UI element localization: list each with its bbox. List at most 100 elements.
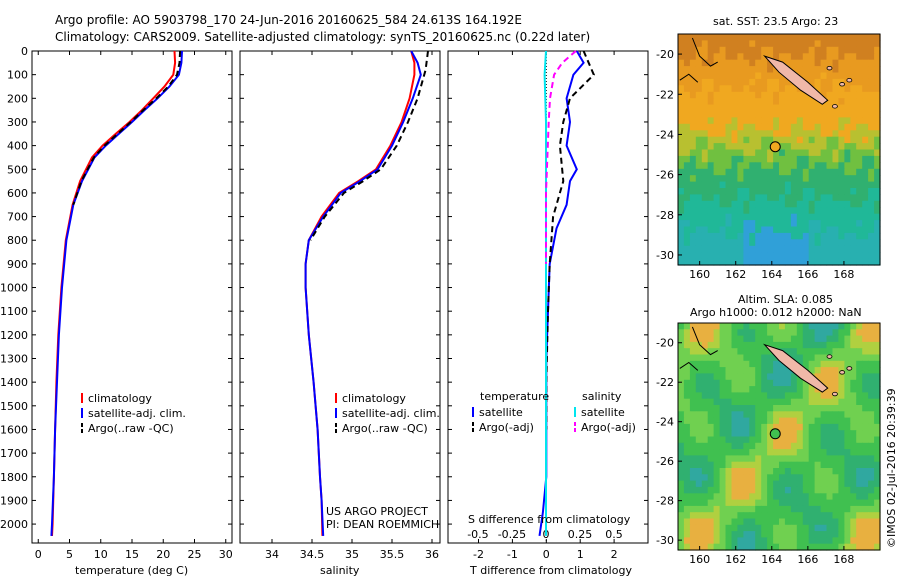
map-cell xyxy=(850,258,857,266)
map-cell xyxy=(773,537,780,545)
map-cell xyxy=(678,34,685,41)
map-cell xyxy=(761,46,768,54)
map-cell xyxy=(713,162,721,170)
map-cell xyxy=(856,499,863,507)
map-cell xyxy=(731,213,738,221)
map-cell xyxy=(678,111,685,118)
map-cell xyxy=(689,417,697,425)
map-cell xyxy=(755,213,762,221)
map-cell xyxy=(844,411,851,419)
map-cell xyxy=(832,188,839,195)
map-cell xyxy=(814,213,822,221)
map-cell xyxy=(773,213,780,221)
map-cell xyxy=(773,367,780,374)
map-cell xyxy=(725,386,732,393)
map-cell xyxy=(820,474,828,482)
map-cell xyxy=(689,354,697,362)
map-cell xyxy=(725,436,732,444)
map-cell xyxy=(749,386,756,393)
map-cell xyxy=(731,417,738,425)
map-cell xyxy=(808,480,816,488)
map-cell xyxy=(773,360,780,368)
map-cell xyxy=(731,162,738,170)
map-cell xyxy=(719,91,727,99)
map-cell xyxy=(695,486,703,494)
map-cell xyxy=(790,329,798,337)
map-cell xyxy=(790,181,798,189)
map-cell xyxy=(856,136,863,144)
map-cell xyxy=(707,34,715,41)
map-cell xyxy=(838,136,845,144)
map-cell xyxy=(678,335,685,343)
map-cell xyxy=(749,480,756,488)
map-cell xyxy=(814,78,822,86)
map-cell xyxy=(767,252,774,260)
map-cell xyxy=(701,323,709,330)
map-cell xyxy=(838,220,845,228)
map-cell xyxy=(826,98,833,106)
map-cell xyxy=(784,239,792,247)
map-cell xyxy=(731,348,738,356)
map-cell xyxy=(784,436,792,444)
map-cell xyxy=(678,136,685,144)
map-cell xyxy=(790,392,798,400)
map-y-tick-label: -26 xyxy=(656,169,674,182)
map-cell xyxy=(820,175,828,183)
map-cell xyxy=(779,111,786,118)
map-cell xyxy=(796,505,804,513)
map-cell xyxy=(689,136,697,144)
map-cell xyxy=(850,136,857,144)
map-cell xyxy=(725,335,732,343)
map-cell xyxy=(755,405,762,412)
map-cell xyxy=(850,123,857,131)
map-cell xyxy=(838,168,845,176)
map-cell xyxy=(868,430,875,438)
map-cell xyxy=(749,417,756,425)
map-cell xyxy=(678,104,685,112)
map-cell xyxy=(814,461,822,469)
map-cell xyxy=(779,34,786,41)
map-cell xyxy=(779,486,786,494)
map-cell xyxy=(695,455,703,463)
map-cell xyxy=(802,455,810,463)
map-cell xyxy=(802,430,810,438)
series-line-argo-raw-qc- xyxy=(309,50,429,241)
map-cell xyxy=(874,379,881,387)
map-cell xyxy=(749,468,756,475)
map-cell xyxy=(808,417,816,425)
map-cell xyxy=(874,188,881,195)
map-cell xyxy=(678,505,685,513)
map-cell xyxy=(731,175,738,183)
map-cell xyxy=(862,480,869,488)
map-cell xyxy=(755,367,762,374)
map-cell xyxy=(850,175,857,183)
map-cell xyxy=(868,175,875,183)
map-cell xyxy=(838,104,845,112)
map-cell xyxy=(790,543,798,551)
map-cell xyxy=(796,518,804,526)
map-cell xyxy=(826,220,833,228)
x-tick-label: 30 xyxy=(219,548,233,561)
map-cell xyxy=(755,111,762,118)
map-cell xyxy=(808,220,816,228)
map-cell xyxy=(701,143,709,151)
map-cell xyxy=(767,207,774,215)
map-cell xyxy=(695,480,703,488)
map-cell xyxy=(802,461,810,469)
map-cell xyxy=(832,162,839,170)
map-cell xyxy=(814,512,822,520)
map-cell xyxy=(725,220,732,228)
map-cell xyxy=(695,213,703,221)
map-cell xyxy=(713,486,721,494)
map-cell xyxy=(868,436,875,444)
map-cell xyxy=(761,104,768,112)
map-cell xyxy=(838,98,845,106)
map-cell xyxy=(731,117,738,125)
map-cell xyxy=(820,493,828,501)
map-cell xyxy=(802,226,810,234)
map-cell xyxy=(856,392,863,400)
map-cell xyxy=(779,524,786,532)
map-cell xyxy=(713,430,721,438)
map-cell xyxy=(737,323,744,330)
map-cell xyxy=(701,423,709,431)
